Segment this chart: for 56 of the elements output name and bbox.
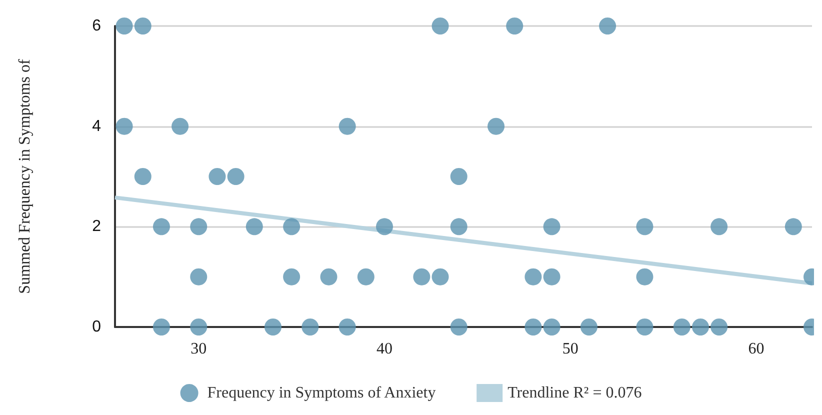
point (636, 268, 654, 286)
y-tick-label: 6 (92, 18, 102, 34)
x-tick-label: 30 (190, 340, 207, 358)
point (450, 218, 468, 236)
point (636, 318, 654, 336)
point (264, 318, 282, 336)
point (692, 318, 709, 336)
point (357, 268, 374, 286)
point (152, 218, 170, 236)
point (134, 168, 152, 185)
y-axis-title: Summed Frequency in Symptoms of (16, 58, 34, 294)
point (283, 218, 300, 236)
point (543, 218, 560, 236)
point (524, 318, 542, 336)
point (580, 318, 598, 336)
point (116, 18, 133, 34)
point (190, 318, 208, 336)
point (172, 118, 189, 135)
legend-label: Frequency in Symptoms of Anxiety (207, 384, 436, 402)
x-tick-label: 40 (376, 340, 393, 358)
point (432, 268, 449, 286)
point (246, 218, 263, 236)
point (450, 318, 468, 336)
point (506, 18, 524, 34)
point (338, 118, 356, 135)
x-tick-label: 60 (748, 340, 764, 358)
point (283, 268, 300, 286)
point (376, 218, 394, 236)
point (673, 318, 690, 336)
point (636, 218, 654, 236)
point (432, 18, 449, 34)
point (320, 268, 338, 286)
point (338, 318, 356, 336)
y-tick-label: 2 (92, 218, 102, 236)
point (543, 318, 560, 336)
point (116, 118, 133, 135)
point (302, 318, 319, 336)
point (710, 318, 728, 336)
point (190, 218, 208, 236)
point (134, 18, 152, 34)
point (227, 168, 244, 185)
point (190, 268, 208, 286)
y-tick-label: 0 (92, 318, 102, 336)
point (413, 268, 430, 286)
point (450, 168, 468, 185)
legend-label: Trendline R² = 0.076 (508, 384, 642, 402)
point (710, 218, 728, 236)
point (543, 268, 560, 286)
point (152, 318, 170, 336)
point (599, 18, 616, 34)
point (488, 118, 505, 135)
y-tick-label: 4 (92, 118, 102, 135)
point (208, 168, 226, 185)
point (784, 218, 802, 236)
x-tick-label: 50 (562, 340, 578, 358)
point (524, 268, 542, 286)
